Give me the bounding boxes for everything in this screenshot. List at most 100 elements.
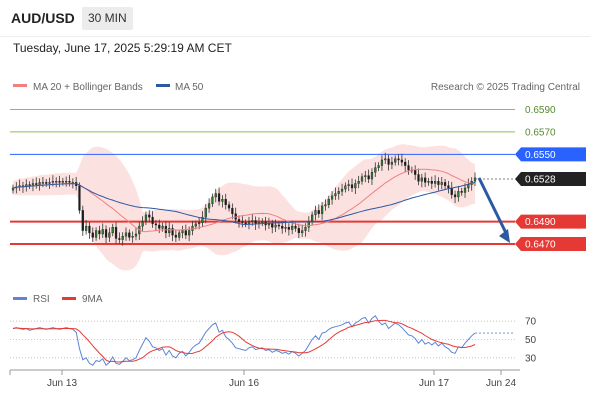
candle-body [231,207,234,214]
timeframe-badge[interactable]: 30 MIN [82,7,133,30]
candle-body [320,205,324,214]
candle-body [317,210,320,214]
candle-body [384,158,387,161]
candle-body [301,230,304,234]
candle-body [407,165,410,171]
candle-body [171,228,174,236]
candle-body [114,227,118,239]
rsi-tick-label: 50 [525,335,537,346]
candle-body [237,219,241,222]
candle-body [397,158,400,161]
candle-body [347,184,350,186]
forecast-arrow [477,177,510,244]
x-tick-label: Jun 24 [486,378,516,389]
candle-body [463,187,467,193]
rsi-ma-legend-label: 9MA [82,294,103,305]
candle-body [207,203,211,209]
candle-body [274,224,277,228]
candle-body [224,198,227,205]
ma50-legend-label: MA 50 [175,82,204,93]
candle-body [450,187,453,195]
candle-body [420,177,423,182]
x-tick-label: Jun 13 [47,378,77,389]
instrument-title: AUD/USD [11,10,75,26]
candle-body [134,233,138,237]
candle-body [118,238,121,240]
candle-body [297,228,300,234]
candle-body [191,225,194,231]
candle-body [314,210,317,216]
candle-body [178,232,181,238]
candle-body [294,225,297,229]
candle-body [51,181,54,183]
level-label: 0.6470 [525,240,556,251]
candle-body [184,230,187,236]
watermark-text: Research © 2025 Trading Central [431,82,580,93]
candle-body [221,198,224,202]
candle-body [350,184,354,189]
level-label: 0.6490 [525,217,556,228]
candle-body [104,229,108,238]
candle-body [434,181,437,184]
candle-body [287,227,290,230]
candle-body [311,214,314,222]
candle-body [427,181,430,183]
candle-body [357,181,360,184]
rsi-ma-legend-swatch [62,297,76,300]
candle-body [251,220,254,222]
candle-body [271,223,274,228]
candle-body [28,184,31,186]
candle-body [437,181,440,185]
x-tick-label: Jun 16 [229,378,259,389]
candle-body [35,183,38,185]
last-price-box [515,172,586,186]
candle-body [168,228,171,234]
candle-body [58,181,61,183]
candle-body [201,216,204,223]
level-label-box [515,237,586,252]
rsi-panel: 70 50 30 [10,314,537,366]
candle-body [98,230,101,235]
candle-body [430,181,433,184]
candle-body [467,184,470,189]
level-label: 0.6550 [525,150,556,161]
candle-body [360,176,364,182]
candle-body [473,177,477,182]
candle-body [151,216,154,225]
candle-body [267,223,271,226]
candle-body [404,161,407,166]
ma20-legend-label: MA 20 + Bollinger Bands [33,82,143,93]
candle-body [61,181,64,183]
candle-body [337,191,340,194]
level-label-box [515,147,586,162]
forecast-arrow-shaft [477,177,509,236]
candle-body [344,185,347,190]
candle-body [88,225,91,234]
candle-body [284,227,287,229]
candle-body [188,230,191,236]
candle-body [387,158,390,165]
last-price-label: 0.6528 [525,175,556,186]
candle-body [154,223,158,226]
candle-body [198,222,201,225]
level-label: 0.6590 [525,105,556,116]
candle-body [81,210,84,231]
candle-body [330,195,334,200]
candle-body [91,232,94,238]
candle-body [261,221,264,223]
candle-body [101,229,104,235]
candle-body [254,220,257,225]
candle-body [424,177,427,183]
rsi-line [12,314,476,366]
moving-averages [12,168,476,233]
candle-body [214,193,217,198]
candle-body [374,167,377,173]
candle-body [247,221,251,225]
candle-body [400,159,403,163]
candle-body [354,183,357,189]
candle-body [194,223,197,227]
ma50-legend-swatch [156,84,170,87]
rsi-legend-swatch [13,297,27,300]
forecast-arrow-head [499,229,510,244]
